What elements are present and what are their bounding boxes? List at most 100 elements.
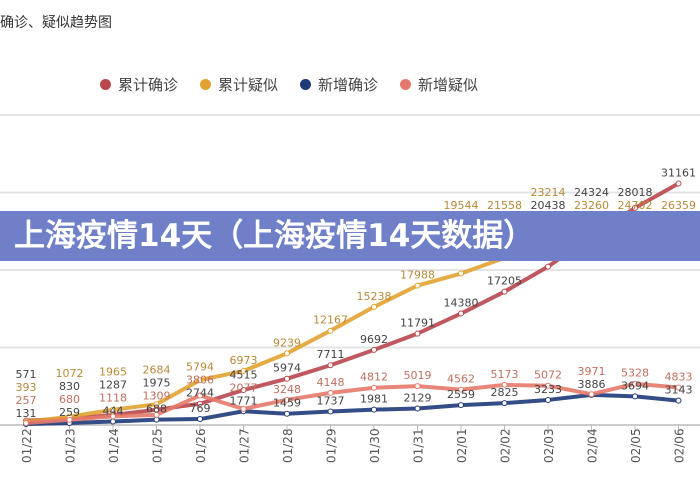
- data-point: [110, 418, 116, 425]
- legend: 累计确诊 累计疑似 新增确诊 新增疑似: [100, 74, 478, 95]
- data-label: 2825: [491, 386, 519, 399]
- data-label: 31161: [661, 167, 696, 180]
- data-point: [153, 416, 160, 423]
- data-label: 9692: [360, 333, 388, 346]
- data-label: 6973: [230, 354, 258, 367]
- data-label: 1287: [99, 379, 127, 392]
- data-label: 1309: [143, 390, 171, 403]
- legend-item[interactable]: 累计疑似: [200, 74, 278, 95]
- data-point: [153, 401, 160, 408]
- data-point: [110, 413, 116, 420]
- data-label: 1771: [230, 394, 258, 407]
- x-tick-label: 01/29: [325, 428, 339, 463]
- data-point: [458, 386, 464, 393]
- data-label: 5019: [404, 369, 432, 382]
- data-label: 5974: [273, 362, 301, 375]
- data-point: [327, 389, 334, 396]
- data-label: 3694: [621, 379, 649, 392]
- data-point: [501, 288, 508, 295]
- series-line: [25, 381, 679, 426]
- data-label: 3143: [665, 384, 693, 397]
- x-tick-label: 02/04: [586, 428, 600, 463]
- data-label: 12167: [313, 314, 348, 327]
- data-point: [458, 310, 464, 317]
- data-label: 4812: [360, 371, 388, 384]
- x-tick-label: 01/30: [368, 428, 382, 463]
- legend-item[interactable]: 累计确诊: [100, 74, 178, 95]
- data-point: [371, 384, 377, 391]
- data-point: [197, 392, 203, 399]
- data-point: [240, 387, 247, 394]
- data-label: 1737: [317, 395, 345, 408]
- data-point: [327, 408, 334, 415]
- data-label: 3886: [578, 378, 606, 391]
- data-label: 3971: [578, 365, 606, 378]
- data-label: 26359: [661, 199, 696, 212]
- data-point: [197, 377, 203, 384]
- x-tick-label: 01/28: [281, 428, 295, 463]
- data-label: 9239: [273, 336, 301, 349]
- x-tick-label: 01/23: [64, 428, 78, 463]
- legend-marker-icon: [300, 79, 312, 90]
- data-label: 17988: [400, 269, 435, 282]
- data-label: 24702: [618, 199, 653, 212]
- x-tick-label: 01/25: [151, 428, 165, 463]
- legend-label: 新增确诊: [318, 76, 379, 94]
- data-label: 830: [59, 380, 80, 393]
- data-label: 5794: [186, 361, 214, 374]
- data-label: 571: [16, 368, 37, 381]
- x-tick-label: 01/22: [20, 428, 34, 463]
- data-point: [458, 270, 464, 277]
- data-point: [240, 367, 247, 374]
- data-label: 23214: [531, 186, 566, 199]
- data-label: 5072: [534, 369, 562, 382]
- data-label: 20438: [531, 199, 566, 212]
- data-label: 2559: [447, 388, 475, 401]
- data-label: 1981: [360, 393, 388, 406]
- data-label: 5328: [621, 366, 649, 379]
- data-label: 14380: [444, 297, 479, 310]
- x-tick-label: 02/06: [673, 428, 687, 463]
- data-label: 19544: [444, 199, 479, 212]
- legend-item[interactable]: 新增确诊: [300, 74, 378, 95]
- legend-marker-icon: [400, 79, 412, 90]
- data-label: 4515: [230, 368, 258, 381]
- data-point: [545, 396, 551, 403]
- legend-marker-icon: [200, 79, 212, 90]
- data-point: [284, 396, 290, 403]
- legend-item[interactable]: 新增疑似: [400, 74, 478, 95]
- data-label: 1965: [99, 366, 127, 379]
- data-label: 444: [103, 405, 124, 418]
- data-label: 28018: [618, 186, 653, 199]
- data-label: 1072: [56, 367, 84, 380]
- data-label: 3233: [534, 383, 562, 396]
- data-label: 3248: [273, 383, 301, 396]
- data-point: [240, 405, 247, 412]
- data-label: 24324: [574, 186, 609, 199]
- data-label: 257: [16, 394, 37, 407]
- data-point: [675, 397, 682, 404]
- data-label: 688: [146, 403, 167, 416]
- data-label: 393: [16, 381, 37, 394]
- data-point: [414, 330, 421, 337]
- data-label: 2129: [404, 392, 432, 405]
- data-label: 680: [59, 393, 80, 406]
- data-point: [23, 420, 29, 427]
- data-point: [371, 346, 377, 353]
- data-label: 259: [59, 406, 80, 419]
- data-point: [632, 204, 638, 211]
- x-tick-label: 01/26: [194, 428, 208, 463]
- banner-title: 上海疫情14天（上海疫情14天数据）: [0, 211, 700, 261]
- data-label: 4562: [447, 373, 475, 386]
- data-label: 1459: [273, 397, 301, 410]
- data-point: [501, 400, 508, 407]
- x-tick-label: 02/02: [499, 428, 513, 463]
- data-point: [153, 411, 160, 418]
- data-label: 3806: [186, 374, 214, 387]
- data-point: [675, 384, 682, 391]
- data-point: [632, 380, 638, 387]
- x-tick-label: 01/31: [412, 428, 426, 463]
- data-point: [545, 382, 551, 389]
- data-label: 2684: [143, 364, 171, 377]
